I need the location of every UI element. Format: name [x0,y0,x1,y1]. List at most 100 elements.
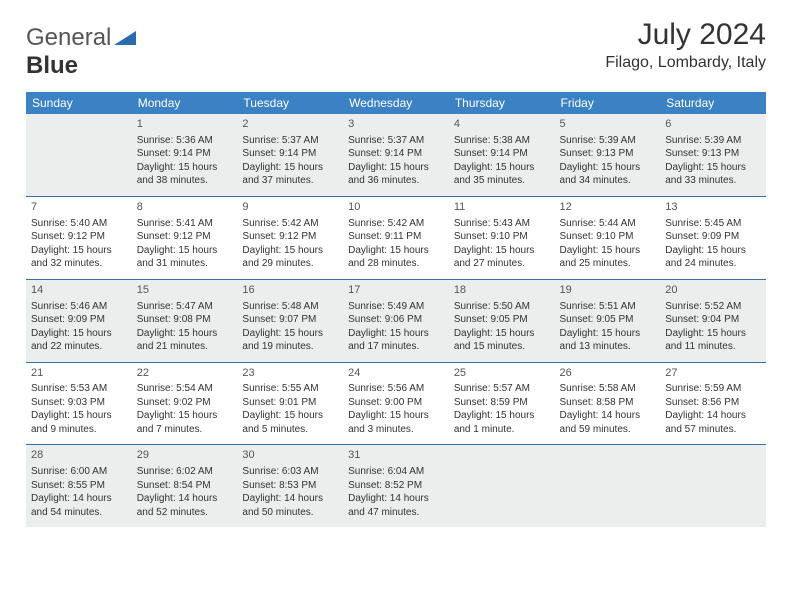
day-info-line: Sunrise: 6:04 AM [348,465,444,479]
weekday-header: Tuesday [237,92,343,114]
day-info-line: Sunrise: 5:46 AM [31,300,127,314]
day-info-line: Daylight: 15 hours [454,327,550,341]
day-info-line: Sunset: 9:05 PM [560,313,656,327]
day-info-line: and 28 minutes. [348,257,444,271]
day-number: 29 [137,448,233,463]
day-info-line: and 32 minutes. [31,257,127,271]
day-info-line: Sunrise: 5:39 AM [665,134,761,148]
day-info-line: and 38 minutes. [137,174,233,188]
day-info-line: Daylight: 15 hours [31,244,127,258]
brand-part2: Blue [26,52,78,79]
day-info-line: Sunset: 9:14 PM [454,147,550,161]
day-info-line: Daylight: 15 hours [454,161,550,175]
calendar-table: Sunday Monday Tuesday Wednesday Thursday… [26,92,766,527]
day-info-line: Daylight: 14 hours [137,492,233,506]
day-number: 11 [454,200,550,215]
day-info-line: and 50 minutes. [242,506,338,520]
brand-logo: General Blue [26,24,136,80]
weekday-header: Wednesday [343,92,449,114]
day-info-line: Sunrise: 5:52 AM [665,300,761,314]
calendar-day-cell: 19 Sunrise: 5:51 AMSunset: 9:05 PMDayligh… [555,279,661,362]
calendar-day-cell: 12Sunrise: 5:44 AMSunset: 9:10 PMDayligh… [555,196,661,279]
day-info-line: and 37 minutes. [242,174,338,188]
day-info-line: Sunrise: 5:58 AM [560,382,656,396]
day-number: 19 [560,283,656,298]
day-info-line: Sunset: 8:55 PM [31,479,127,493]
day-info-line: Daylight: 15 hours [242,327,338,341]
day-info-line: Sunrise: 5:51 AM [560,300,656,314]
calendar-day-cell: 10Sunrise: 5:42 AMSunset: 9:11 PMDayligh… [343,196,449,279]
day-info-line: and 52 minutes. [137,506,233,520]
weekday-header-row: Sunday Monday Tuesday Wednesday Thursday… [26,92,766,114]
day-info-line: Sunrise: 6:03 AM [242,465,338,479]
day-info-line: Sunrise: 5:47 AM [137,300,233,314]
day-info-line: Daylight: 15 hours [137,161,233,175]
day-number: 13 [665,200,761,215]
day-number: 22 [137,366,233,381]
calendar-day-cell [449,445,555,527]
day-number: 15 [137,283,233,298]
day-number: 23 [242,366,338,381]
day-info-line: and 9 minutes. [31,423,127,437]
day-number: 18 [454,283,550,298]
calendar-week-row: 28Sunrise: 6:00 AMSunset: 8:55 PMDayligh… [26,445,766,527]
day-info-line: Sunset: 9:11 PM [348,230,444,244]
weekday-header: Monday [132,92,238,114]
day-info-line: Sunrise: 5:54 AM [137,382,233,396]
calendar-day-cell: 20Sunrise: 5:52 AMSunset: 9:04 PMDayligh… [660,279,766,362]
day-info-line: and 1 minute. [454,423,550,437]
calendar-day-cell: 24Sunrise: 5:56 AMSunset: 9:00 PMDayligh… [343,362,449,445]
calendar-day-cell: 15Sunrise: 5:47 AMSunset: 9:08 PMDayligh… [132,279,238,362]
day-info-line: Sunset: 9:02 PM [137,396,233,410]
day-info-line: and 3 minutes. [348,423,444,437]
day-info-line: Sunrise: 5:37 AM [348,134,444,148]
day-info-line: Sunrise: 5:50 AM [454,300,550,314]
calendar-day-cell [660,445,766,527]
day-info-line: Sunset: 9:06 PM [348,313,444,327]
day-info-line: Sunrise: 5:59 AM [665,382,761,396]
calendar-day-cell: 26Sunrise: 5:58 AMSunset: 8:58 PMDayligh… [555,362,661,445]
day-info-line: Sunset: 8:52 PM [348,479,444,493]
day-info-line: Sunrise: 6:00 AM [31,465,127,479]
day-number: 14 [31,283,127,298]
day-info-line: and 25 minutes. [560,257,656,271]
day-info-line: Sunset: 9:09 PM [31,313,127,327]
day-info-line: and 11 minutes. [665,340,761,354]
day-info-line: Daylight: 15 hours [560,161,656,175]
day-info-line: Sunset: 9:13 PM [665,147,761,161]
calendar-day-cell: 21Sunrise: 5:53 AMSunset: 9:03 PMDayligh… [26,362,132,445]
day-info-line: Daylight: 15 hours [137,327,233,341]
weekday-header: Saturday [660,92,766,114]
calendar-day-cell: 17Sunrise: 5:49 AMSunset: 9:06 PMDayligh… [343,279,449,362]
day-info-line: Sunrise: 5:39 AM [560,134,656,148]
day-info-line: and 29 minutes. [242,257,338,271]
day-info-line: Daylight: 15 hours [242,409,338,423]
day-info-line: Sunrise: 5:57 AM [454,382,550,396]
calendar-day-cell: 4Sunrise: 5:38 AMSunset: 9:14 PMDaylight… [449,114,555,196]
calendar-week-row: 21Sunrise: 5:53 AMSunset: 9:03 PMDayligh… [26,362,766,445]
day-info-line: and 22 minutes. [31,340,127,354]
day-info-line: Sunset: 9:12 PM [242,230,338,244]
day-info-line: and 57 minutes. [665,423,761,437]
calendar-day-cell: 7Sunrise: 5:40 AMSunset: 9:12 PMDaylight… [26,196,132,279]
day-info-line: Sunset: 9:13 PM [560,147,656,161]
day-number: 9 [242,200,338,215]
month-title: July 2024 [605,18,766,52]
day-info-line: Sunrise: 5:38 AM [454,134,550,148]
day-info-line: Daylight: 15 hours [560,327,656,341]
location-subtitle: Filago, Lombardy, Italy [605,54,766,72]
day-info-line: Daylight: 15 hours [348,409,444,423]
day-info-line: and 47 minutes. [348,506,444,520]
logo-triangle-icon [114,29,136,45]
day-info-line: Daylight: 15 hours [665,327,761,341]
day-info-line: and 34 minutes. [560,174,656,188]
day-info-line: Daylight: 15 hours [137,409,233,423]
calendar-day-cell: 13Sunrise: 5:45 AMSunset: 9:09 PMDayligh… [660,196,766,279]
calendar-day-cell: 2Sunrise: 5:37 AMSunset: 9:14 PMDaylight… [237,114,343,196]
day-info-line: Daylight: 15 hours [137,244,233,258]
day-info-line: Sunrise: 5:45 AM [665,217,761,231]
day-info-line: Daylight: 15 hours [348,161,444,175]
day-info-line: and 24 minutes. [665,257,761,271]
day-info-line: Daylight: 15 hours [31,409,127,423]
day-info-line: and 13 minutes. [560,340,656,354]
